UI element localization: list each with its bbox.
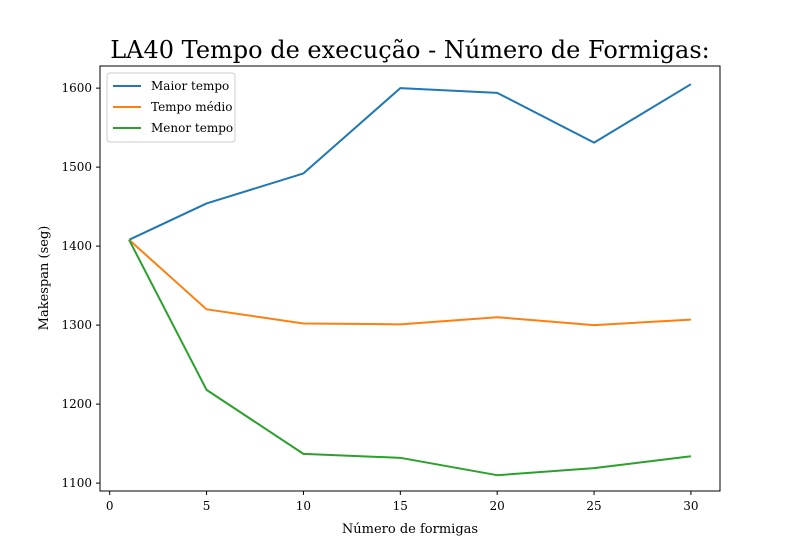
y-tick-label: 1600 [61,81,92,95]
x-tick-label: 20 [490,499,505,513]
chart-title: LA40 Tempo de execução - Número de Formi… [110,36,710,64]
series-line-3 [128,239,692,477]
y-axis-label: Makespan (seg) [37,226,52,331]
x-tick-label: 25 [586,499,601,513]
legend-label: Tempo médio [151,100,233,114]
y-tick-label: 1100 [61,476,92,490]
legend-label: Menor tempo [151,121,233,135]
plot-frame [99,65,721,492]
y-tick-label: 1500 [61,160,92,174]
y-tick-label: 1400 [61,239,92,253]
y-tick-label: 1200 [61,397,92,411]
x-tick-label: 10 [296,499,311,513]
y-tick-label: 1300 [61,318,92,332]
x-tick-label: 0 [106,499,114,513]
series-line-2 [128,239,691,327]
legend-label: Maior tempo [151,79,229,93]
x-tick-label: 30 [683,499,698,513]
x-axis-label: Número de formigas [342,522,478,537]
x-tick-label: 5 [203,499,211,513]
legend-box [106,72,236,143]
series-line-1 [128,83,692,241]
x-tick-label: 15 [393,499,408,513]
legend: Maior tempo Tempo médio Menor tempo [106,72,236,143]
